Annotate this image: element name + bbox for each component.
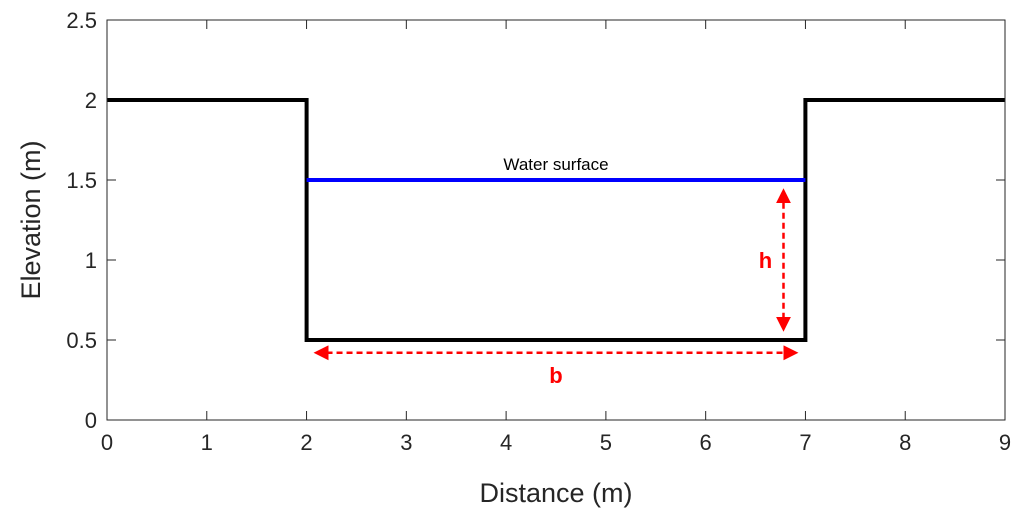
y-tick-label: 2 — [85, 88, 97, 113]
y-tick-label: 0.5 — [66, 328, 97, 353]
y-tick-label: 1 — [85, 248, 97, 273]
x-tick-label: 1 — [201, 430, 213, 455]
x-tick-label: 2 — [300, 430, 312, 455]
x-tick-label: 4 — [500, 430, 512, 455]
x-tick-label: 0 — [101, 430, 113, 455]
x-axis-label: Distance (m) — [479, 478, 632, 508]
water-surface-label: Water surface — [503, 155, 608, 174]
y-axis-label: Elevation (m) — [16, 140, 46, 299]
x-tick-label: 6 — [700, 430, 712, 455]
y-tick-label: 2.5 — [66, 8, 97, 33]
y-tick-label: 0 — [85, 408, 97, 433]
annotation-layer: Water surface h b — [313, 155, 799, 388]
plot-background — [107, 20, 1005, 420]
channel-profile-line — [107, 98, 1005, 342]
x-tick-label: 3 — [400, 430, 412, 455]
x-tick-label: 7 — [799, 430, 811, 455]
h-label: h — [759, 248, 772, 273]
plot-frame — [106, 19, 1006, 421]
y-axis-ticks: 0 0.5 1 1.5 2 2.5 — [66, 8, 1005, 433]
x-tick-label: 5 — [600, 430, 612, 455]
x-tick-label: 8 — [899, 430, 911, 455]
series-layer — [107, 98, 1005, 342]
x-axis-ticks: 0 1 2 3 4 5 6 7 8 9 — [101, 20, 1011, 455]
x-tick-label: 9 — [999, 430, 1011, 455]
b-label: b — [549, 363, 562, 388]
y-tick-label: 1.5 — [66, 168, 97, 193]
